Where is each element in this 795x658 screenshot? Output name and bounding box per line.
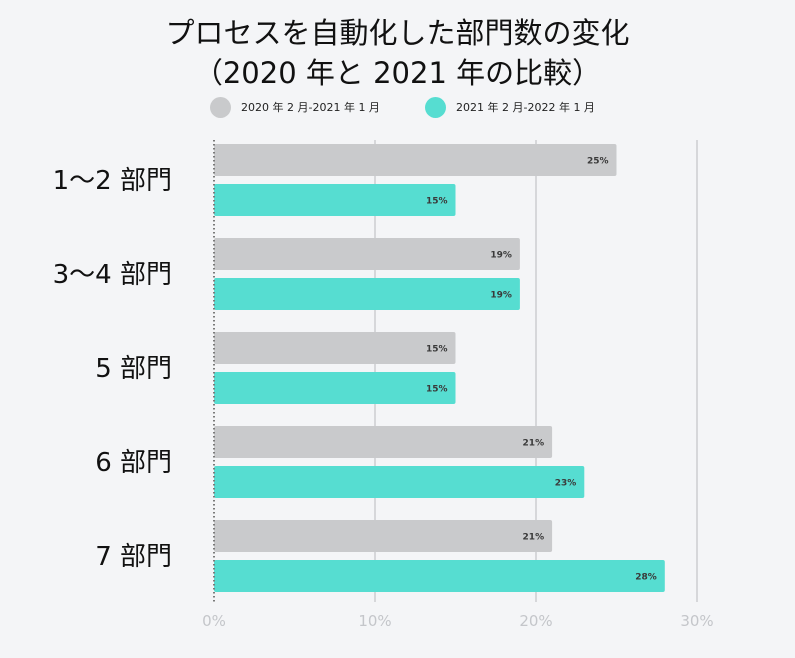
category-label-2: 5 部門 <box>95 354 172 384</box>
category-label-3: 6 部門 <box>95 448 172 478</box>
bar-s1-c3 <box>214 466 585 498</box>
legend-swatch-2021 <box>425 96 446 118</box>
bar-s0-c2 <box>214 332 456 364</box>
x-tick-label-1: 10% <box>358 612 391 630</box>
legend-swatch-2020 <box>210 96 231 118</box>
data-label-s1-c4: 28% <box>635 573 657 583</box>
chart-title-line-1: プロセスを自動化した部門数の変化 <box>165 16 630 50</box>
bar-s1-c2 <box>214 372 456 404</box>
category-label-4: 7 部門 <box>95 542 172 572</box>
bar-s0-c1 <box>214 238 520 270</box>
chart-title-line-2: （2020 年と 2021 年の比較） <box>193 56 602 90</box>
data-label-s1-c3: 23% <box>555 479 577 489</box>
legend-label-2020: 2020 年 2 月-2021 年 1 月 <box>241 101 380 114</box>
x-tick-label-2: 20% <box>519 612 552 630</box>
data-label-s0-c2: 15% <box>426 345 448 355</box>
data-label-s1-c1: 19% <box>490 291 512 301</box>
legend-label-2021: 2021 年 2 月-2022 年 1 月 <box>456 101 595 114</box>
category-label-0: 1～2 部門 <box>53 166 172 196</box>
data-label-s1-c0: 15% <box>426 197 448 207</box>
data-label-s0-c3: 21% <box>523 439 545 449</box>
bar-s0-c4 <box>214 520 553 552</box>
x-tick-label-0: 0% <box>202 612 226 630</box>
data-label-s0-c1: 19% <box>490 251 512 261</box>
bar-s0-c3 <box>214 426 553 458</box>
category-label-1: 3～4 部門 <box>53 260 172 290</box>
data-label-s0-c4: 21% <box>523 533 545 543</box>
legend-item-2020: 2020 年 2 月-2021 年 1 月 <box>210 96 380 118</box>
bar-s0-c0 <box>214 144 617 176</box>
data-label-s1-c2: 15% <box>426 385 448 395</box>
x-tick-label-3: 30% <box>680 612 713 630</box>
bar-s1-c1 <box>214 278 520 310</box>
bar-s1-c4 <box>214 560 665 592</box>
data-label-s0-c0: 25% <box>587 157 609 167</box>
bar-s1-c0 <box>214 184 456 216</box>
legend-item-2021: 2021 年 2 月-2022 年 1 月 <box>425 96 595 118</box>
